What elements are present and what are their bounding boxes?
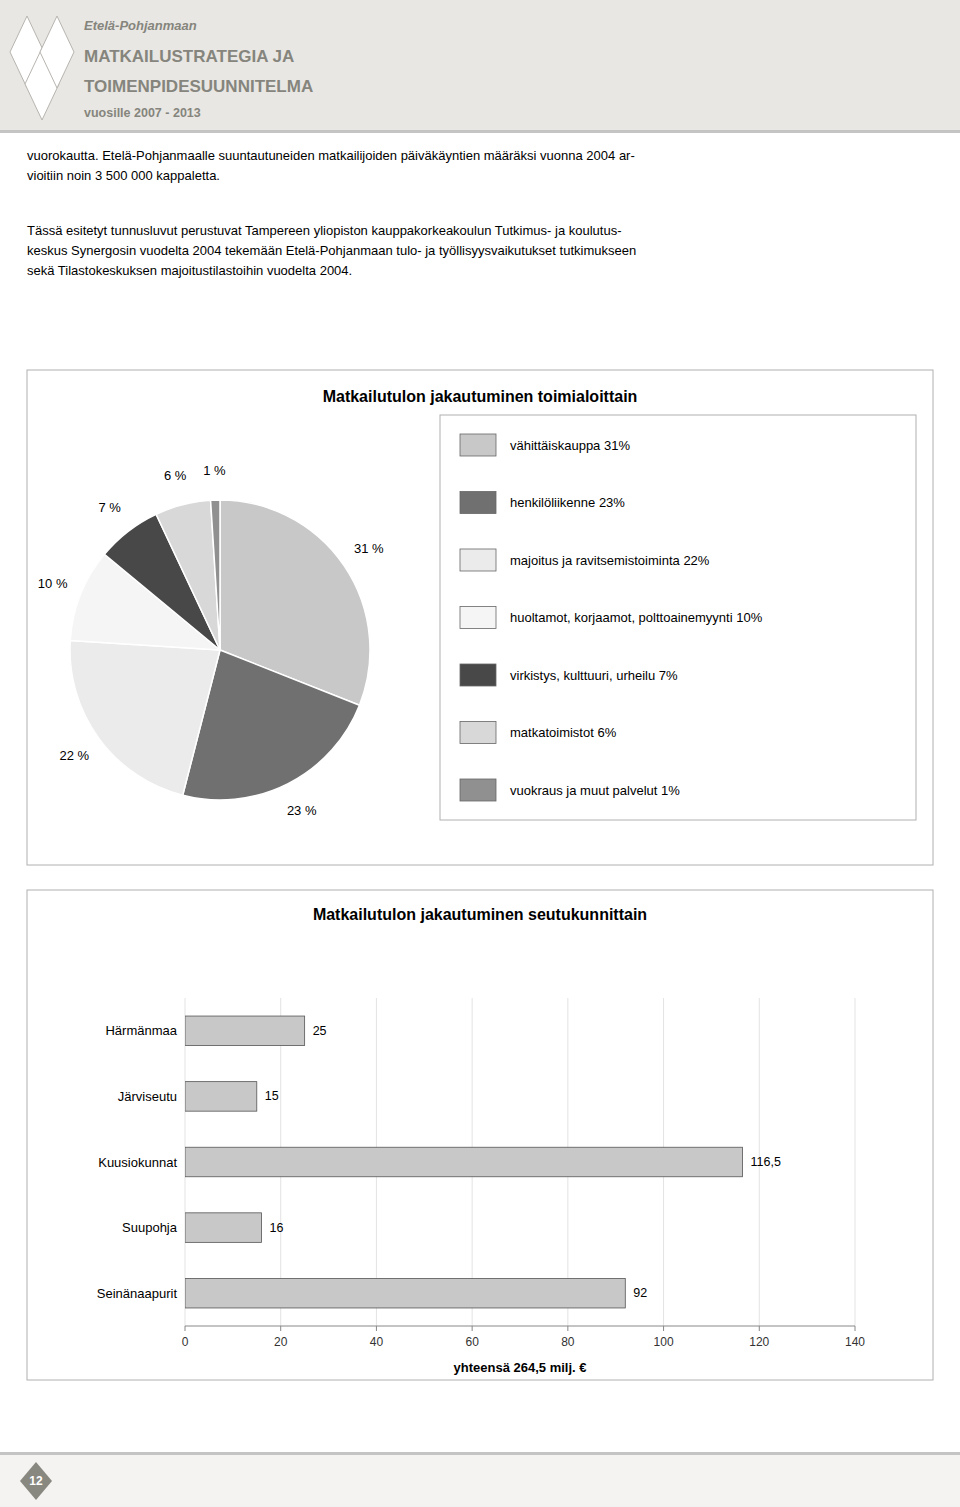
bar-labels: 25 Härmänmaa 15 Järviseutu 116,5 Kuusiokunnat… bbox=[97, 1023, 781, 1300]
category-label: Järviseutu bbox=[118, 1089, 177, 1104]
tick-label: 80 bbox=[561, 1335, 575, 1349]
data-label: 7 % bbox=[98, 500, 121, 515]
category-label: Kuusiokunnat bbox=[98, 1155, 177, 1170]
bar bbox=[185, 1147, 743, 1177]
category-label: Härmänmaa bbox=[105, 1023, 177, 1038]
tick-mark bbox=[280, 1326, 281, 1331]
bars bbox=[185, 1016, 743, 1308]
legend-entry: matkatoimistot 6% bbox=[510, 725, 617, 740]
legend-entry: henkilöliikenne 23% bbox=[510, 495, 625, 510]
data-label: 1 % bbox=[203, 463, 226, 478]
tick-mark bbox=[855, 1326, 856, 1331]
page: Etelä-Pohjanmaan MATKAILUSTRATEGIA JA TOIM… bbox=[0, 0, 960, 1507]
tick-mark bbox=[185, 1326, 186, 1331]
logo-diamond bbox=[40, 16, 74, 88]
tick-mark bbox=[759, 1326, 760, 1331]
tick-mark bbox=[567, 1326, 568, 1331]
header-text: TOIMENPIDESUUNNITELMA bbox=[84, 77, 313, 96]
paragraph-line: Tässä esitetyt tunnusluvut perustuvat Ta… bbox=[27, 223, 621, 238]
page-number-badge bbox=[20, 1462, 52, 1500]
bar bbox=[185, 1213, 262, 1243]
header-text: Etelä-Pohjanmaan bbox=[84, 18, 197, 33]
data-label: 10 % bbox=[38, 576, 68, 591]
data-label: 92 bbox=[633, 1286, 647, 1300]
legend-swatch bbox=[460, 664, 496, 686]
paragraph-line: vuorokautta. Etelä-Pohjanmaalle suuntaut… bbox=[27, 148, 635, 163]
data-label: 6 % bbox=[164, 468, 187, 483]
data-label: 116,5 bbox=[751, 1155, 781, 1169]
tick-label: 60 bbox=[465, 1335, 479, 1349]
header-text: vuosille 2007 - 2013 bbox=[84, 106, 201, 120]
axis-label: yhteensä 264,5 milj. € bbox=[454, 1360, 587, 1375]
paragraph-line: sekä Tilastokeskuksen majoitustilastoihi… bbox=[27, 263, 352, 278]
tick-label: 0 bbox=[182, 1335, 189, 1349]
chart-frame bbox=[27, 370, 933, 865]
legend-swatch bbox=[460, 722, 496, 744]
legend-entry: virkistys, kulttuuri, urheilu 7% bbox=[510, 668, 678, 683]
legend-swatch bbox=[460, 607, 496, 629]
legend-entry: huoltamot, korjaamot, polttoainemyynti 1… bbox=[510, 610, 763, 625]
legend-swatch bbox=[460, 434, 496, 456]
legend-swatch bbox=[460, 779, 496, 801]
pie bbox=[70, 500, 370, 800]
footer: 12 bbox=[20, 1462, 52, 1500]
chart-frame bbox=[27, 890, 933, 1380]
tick-label: 120 bbox=[749, 1335, 769, 1349]
content-background bbox=[0, 133, 960, 1452]
legend-frame bbox=[440, 415, 916, 820]
data-label: 31 % bbox=[354, 541, 384, 556]
page-background bbox=[0, 0, 960, 1507]
bar bbox=[185, 1082, 257, 1112]
tick-mark bbox=[376, 1326, 377, 1331]
tick-label: 100 bbox=[654, 1335, 674, 1349]
tick-label: 20 bbox=[274, 1335, 288, 1349]
data-label: 23 % bbox=[287, 803, 317, 818]
pie-slice bbox=[211, 500, 220, 650]
bar bbox=[185, 1016, 305, 1046]
header-separator bbox=[0, 130, 960, 133]
legend-swatch bbox=[460, 492, 496, 514]
chart-title: Matkailutulon jakautuminen toimialoittai… bbox=[323, 388, 638, 405]
data-label: 16 bbox=[270, 1221, 284, 1235]
legend-entry: majoitus ja ravitsemistoiminta 22% bbox=[510, 553, 710, 568]
x-axis: 0 20 40 60 80 100 120 140 bbox=[182, 1326, 866, 1349]
legend-entry: vuokraus ja muut palvelut 1% bbox=[510, 783, 680, 798]
axis-line bbox=[185, 1326, 855, 1327]
footer-separator bbox=[0, 1452, 960, 1455]
chart-title: Matkailutulon jakautuminen seutukunnitta… bbox=[313, 906, 647, 923]
header-text: MATKAILUSTRATEGIA JA bbox=[84, 47, 294, 66]
paragraph: vuorokautta. Etelä-Pohjanmaalle suuntaut… bbox=[27, 148, 635, 183]
tick-label: 140 bbox=[845, 1335, 865, 1349]
pie-slice bbox=[156, 500, 220, 650]
data-label: 25 bbox=[313, 1024, 327, 1038]
category-label: Suupohja bbox=[122, 1220, 178, 1235]
tick-mark bbox=[472, 1326, 473, 1331]
tick-mark bbox=[663, 1326, 664, 1331]
category-label: Seinänaapurit bbox=[97, 1286, 178, 1301]
bar bbox=[185, 1278, 625, 1308]
logo bbox=[10, 16, 74, 120]
paragraph: Tässä esitetyt tunnusluvut perustuvat Ta… bbox=[27, 223, 636, 278]
data-label: 15 bbox=[265, 1089, 279, 1103]
header-background bbox=[0, 0, 960, 130]
paragraph-line: keskus Synergosin vuodelta 2004 tekemään… bbox=[27, 243, 636, 258]
legend-entry: vähittäiskauppa 31% bbox=[510, 438, 630, 453]
pie-slice bbox=[70, 641, 220, 796]
legend-swatch bbox=[460, 549, 496, 571]
grid-line bbox=[855, 998, 856, 1326]
paragraph-line: vioitiin noin 3 500 000 kappaletta. bbox=[27, 168, 220, 183]
page-number: 12 bbox=[29, 1474, 43, 1488]
data-label: 22 % bbox=[60, 748, 90, 763]
grid bbox=[185, 998, 855, 1326]
pie-labels: 31 % 23 % 22 % 10 % 7 % 6 % 1 % bbox=[38, 463, 384, 818]
legend: vähittäiskauppa 31% henkilöliikenne 23% ma… bbox=[440, 415, 916, 820]
tick-label: 40 bbox=[370, 1335, 384, 1349]
